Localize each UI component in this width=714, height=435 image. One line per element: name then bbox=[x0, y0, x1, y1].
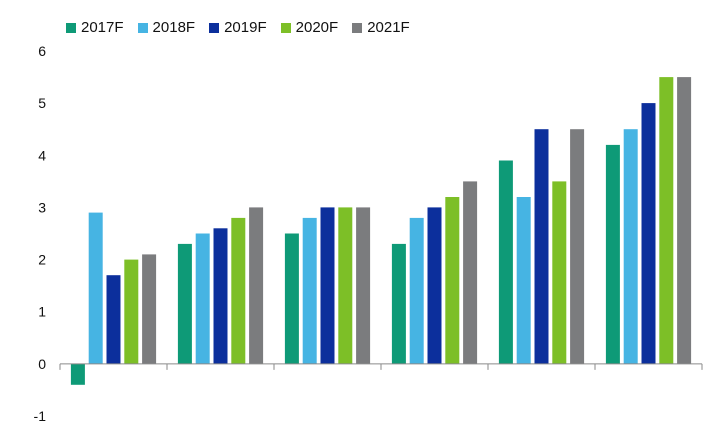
bar bbox=[70, 363, 85, 385]
y-tick-label: 3 bbox=[38, 199, 46, 215]
bar bbox=[249, 207, 264, 364]
legend-item: 2019F bbox=[209, 19, 267, 36]
legend-item: 2020F bbox=[280, 19, 339, 36]
bar bbox=[427, 207, 442, 364]
legend-swatch bbox=[209, 22, 220, 33]
bar bbox=[409, 217, 424, 364]
legend: 2017F 2018F 2019F 2020F 2021F bbox=[66, 19, 410, 36]
legend-label: 2017F bbox=[81, 19, 124, 36]
y-tick-label: 2 bbox=[38, 252, 46, 268]
bar bbox=[106, 275, 121, 364]
legend-swatch bbox=[137, 22, 148, 33]
y-tick-label: 4 bbox=[38, 147, 46, 163]
bar bbox=[284, 233, 299, 364]
bar bbox=[641, 103, 656, 364]
y-tick-label: 6 bbox=[38, 43, 46, 59]
legend-label: 2018F bbox=[152, 19, 196, 36]
bar bbox=[516, 197, 531, 364]
bar bbox=[213, 228, 228, 364]
bar bbox=[302, 217, 317, 364]
bar bbox=[659, 77, 674, 364]
legend-label: 2019F bbox=[224, 19, 267, 36]
legend-swatch bbox=[352, 22, 363, 33]
bar bbox=[570, 129, 585, 364]
bar bbox=[142, 254, 157, 364]
bar bbox=[677, 77, 692, 364]
y-tick-label: 1 bbox=[38, 304, 46, 320]
legend-item: 2017F bbox=[66, 19, 124, 36]
bar bbox=[124, 259, 139, 364]
bar bbox=[356, 207, 371, 364]
legend-swatch bbox=[280, 22, 291, 33]
bar bbox=[391, 243, 406, 364]
bar bbox=[320, 207, 335, 364]
legend-item: 2018F bbox=[137, 19, 196, 36]
y-tick-label: 5 bbox=[38, 95, 46, 111]
bar bbox=[534, 129, 549, 364]
bar bbox=[623, 129, 638, 364]
bar bbox=[445, 197, 460, 364]
bar bbox=[338, 207, 353, 364]
bar bbox=[88, 212, 103, 364]
bar bbox=[605, 144, 620, 364]
bar bbox=[231, 217, 246, 364]
legend-item: 2021F bbox=[352, 19, 410, 36]
legend-label: 2021F bbox=[367, 19, 410, 36]
bar bbox=[195, 233, 210, 364]
legend-label: 2020F bbox=[295, 19, 339, 36]
y-tick-label: 0 bbox=[38, 356, 46, 372]
y-tick-label: -1 bbox=[34, 408, 47, 424]
bar bbox=[552, 181, 567, 364]
legend-swatch bbox=[66, 22, 76, 33]
bar bbox=[177, 243, 192, 364]
bar bbox=[498, 160, 513, 364]
bar bbox=[463, 181, 478, 364]
